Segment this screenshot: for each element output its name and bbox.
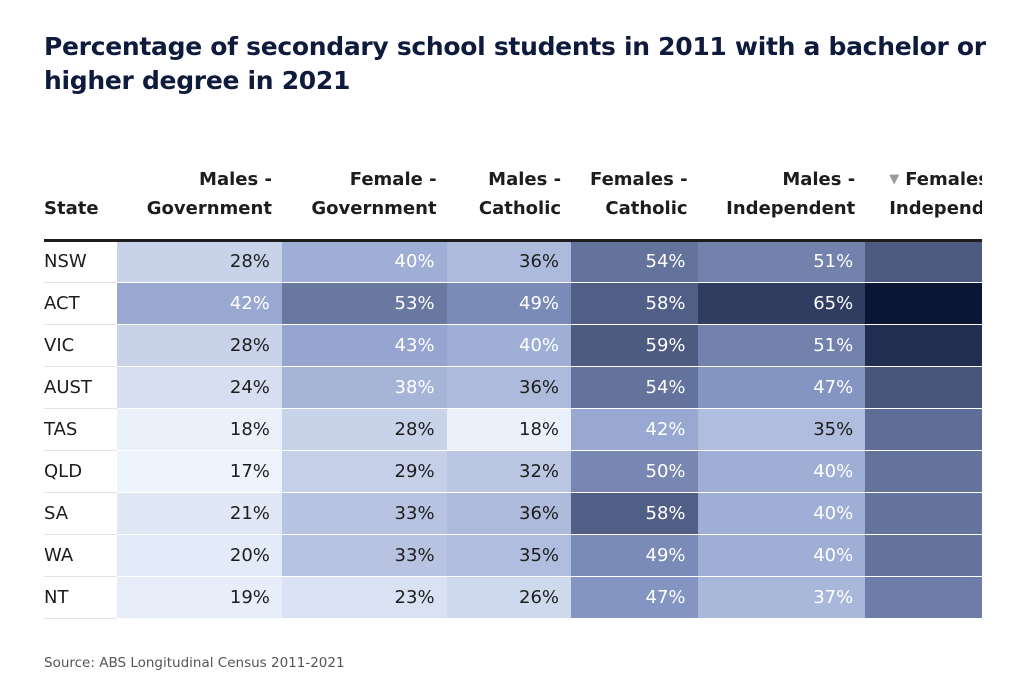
- table-cell: 33%: [281, 534, 447, 577]
- row-label-state: QLD: [44, 450, 118, 493]
- data-table: State Males - Government Female - Govern…: [44, 140, 982, 619]
- table-cell: 19%: [117, 576, 282, 619]
- column-header-females-independent[interactable]: ▼Females - Independent: [865, 140, 982, 242]
- table-cell: 40%: [281, 240, 447, 283]
- table-cell: 59%: [865, 240, 982, 283]
- table-cell: 65%: [697, 282, 866, 325]
- table-cell: 54%: [865, 492, 982, 535]
- table-cell: 54%: [571, 366, 698, 409]
- table-cell: 43%: [281, 324, 447, 367]
- table-cell: 42%: [571, 408, 698, 451]
- table-cell: 54%: [865, 450, 982, 493]
- table-cell: 73%: [865, 282, 982, 325]
- table-cell: 52%: [865, 576, 982, 619]
- table-cell: 29%: [281, 450, 447, 493]
- table-cell: 32%: [446, 450, 572, 493]
- table-cell: 20%: [117, 534, 282, 577]
- table-cell: 36%: [446, 240, 572, 283]
- table-cell: 35%: [446, 534, 572, 577]
- column-header-females-catholic[interactable]: Females - Catholic: [571, 140, 698, 242]
- row-label-state: WA: [44, 534, 118, 577]
- column-header-males-government-label: Males - Government: [146, 168, 272, 219]
- table-cell: 35%: [697, 408, 866, 451]
- table-cell: 49%: [446, 282, 572, 325]
- table-cell: 59%: [571, 324, 698, 367]
- column-header-males-independent-label: Males - Independent: [726, 168, 856, 219]
- table-cell: 53%: [281, 282, 447, 325]
- source-note: Source: ABS Longitudinal Census 2011-202…: [44, 655, 345, 671]
- column-header-female-government[interactable]: Female - Government: [281, 140, 447, 242]
- table-cell: 40%: [697, 534, 866, 577]
- table-cell: 17%: [117, 450, 282, 493]
- table-cell: 40%: [697, 450, 866, 493]
- table-cell: 50%: [571, 450, 698, 493]
- table-cell: 21%: [117, 492, 282, 535]
- table-cell: 36%: [446, 492, 572, 535]
- column-header-males-government[interactable]: Males - Government: [117, 140, 282, 242]
- table-cell: 26%: [446, 576, 572, 619]
- column-header-males-catholic-label: Males - Catholic: [478, 168, 562, 219]
- table-cell: 33%: [281, 492, 447, 535]
- table-container[interactable]: State Males - Government Female - Govern…: [44, 140, 982, 630]
- table-cell: 49%: [571, 534, 698, 577]
- table-cell: 28%: [117, 240, 282, 283]
- column-header-females-independent-label: Females - Independent: [889, 168, 982, 219]
- table-cell: 47%: [571, 576, 698, 619]
- table-cell: 68%: [865, 324, 982, 367]
- table-cell: 58%: [571, 492, 698, 535]
- table-cell: 60%: [865, 366, 982, 409]
- row-label-state: TAS: [44, 408, 118, 451]
- table-cell: 18%: [117, 408, 282, 451]
- column-header-males-independent[interactable]: Males - Independent: [697, 140, 866, 242]
- column-header-female-government-label: Female - Government: [311, 168, 437, 219]
- column-header-state-label: State: [44, 197, 99, 219]
- table-cell: 54%: [865, 534, 982, 577]
- table-cell: 40%: [446, 324, 572, 367]
- table-cell: 23%: [281, 576, 447, 619]
- column-header-state[interactable]: State: [44, 140, 118, 242]
- row-label-state: VIC: [44, 324, 118, 367]
- row-label-state: NT: [44, 576, 118, 619]
- column-header-males-catholic[interactable]: Males - Catholic: [446, 140, 572, 242]
- table-cell: 40%: [697, 492, 866, 535]
- table-cell: 36%: [446, 366, 572, 409]
- row-label-state: NSW: [44, 240, 118, 283]
- table-cell: 51%: [697, 324, 866, 367]
- table-cell: 24%: [117, 366, 282, 409]
- sort-descending-icon: ▼: [889, 171, 900, 187]
- header-row: State Males - Government Female - Govern…: [44, 140, 982, 242]
- table-cell: 38%: [281, 366, 447, 409]
- row-label-state: AUST: [44, 366, 118, 409]
- row-label-state: SA: [44, 492, 118, 535]
- row-label-state: ACT: [44, 282, 118, 325]
- table-cell: 58%: [571, 282, 698, 325]
- table-cell: 47%: [697, 366, 866, 409]
- table-cell: 37%: [697, 576, 866, 619]
- table-cell: 55%: [865, 408, 982, 451]
- chart-title: Percentage of secondary school students …: [44, 32, 986, 95]
- column-header-females-catholic-label: Females - Catholic: [590, 168, 688, 219]
- table-cell: 28%: [117, 324, 282, 367]
- table-cell: 18%: [446, 408, 572, 451]
- table-cell: 51%: [697, 240, 866, 283]
- table-body: NSW28%40%36%54%51%59%ACT42%53%49%58%65%7…: [44, 240, 982, 619]
- table-cell: 28%: [281, 408, 447, 451]
- table-cell: 42%: [117, 282, 282, 325]
- table-cell: 54%: [571, 240, 698, 283]
